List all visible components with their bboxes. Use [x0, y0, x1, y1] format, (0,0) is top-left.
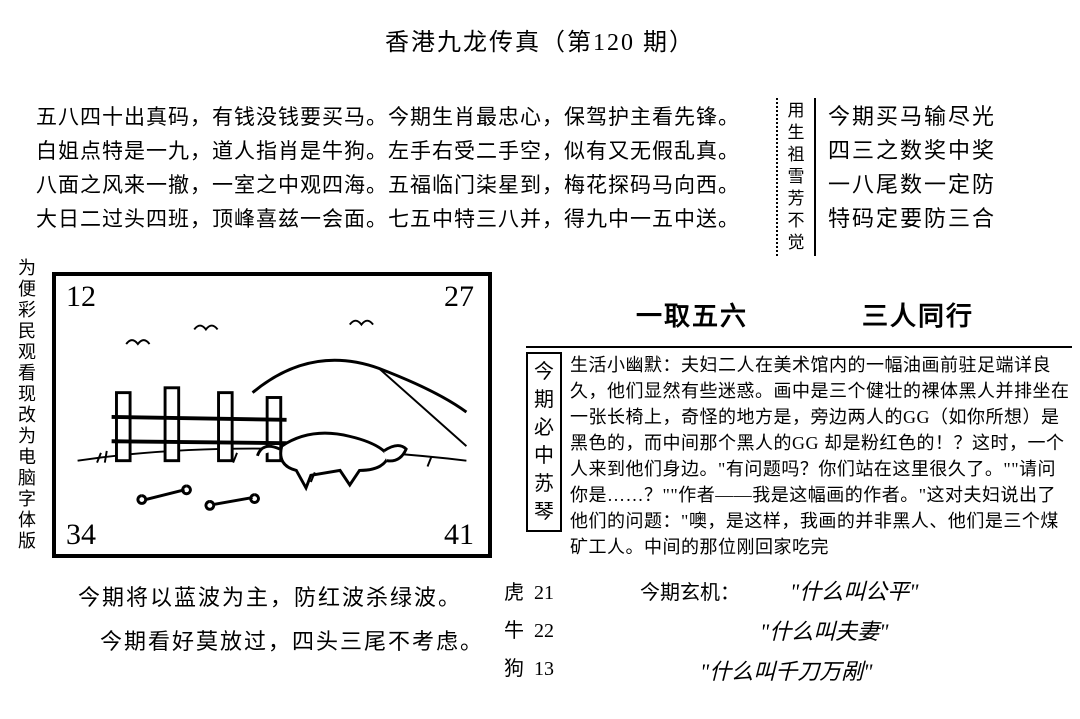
verse-line: 五八四十出真码，有钱没钱要买马。今期生肖最忠心，保驾护主看先锋。 — [36, 100, 756, 134]
xuanji-label: 今期玄机： — [640, 576, 740, 605]
quote-line: "什么叫公平" — [790, 574, 918, 606]
vert-char: 用 — [778, 100, 814, 122]
side-vertical-note: 为便彩民观看现改为电脑字体版 — [16, 258, 38, 552]
animal-name: 虎 — [504, 574, 534, 612]
subheading-a: 一取五六 — [636, 296, 748, 333]
vlabel-char: 今 — [528, 358, 560, 386]
vlabel-char: 中 — [528, 442, 560, 470]
verse-line: 今期看好莫放过，四头三尾不考虑。 — [78, 620, 484, 664]
animal-name: 狗 — [504, 650, 534, 688]
quote-line: "什么叫夫妻" — [760, 614, 888, 646]
story-vertical-label: 今 期 必 中 苏 琴 — [526, 352, 562, 532]
vlabel-char: 期 — [528, 386, 560, 414]
vert-char: 祖 — [778, 144, 814, 166]
verse-line: 今期将以蓝波为主，防红波杀绿波。 — [78, 576, 484, 620]
bottom-verses: 今期将以蓝波为主，防红波杀绿波。 今期看好莫放过，四头三尾不考虑。 — [78, 576, 484, 664]
vert-char: 雪 — [778, 166, 814, 188]
page-title: 香港九龙传真（第120 期） — [0, 0, 1080, 57]
top-left-verses: 五八四十出真码，有钱没钱要买马。今期生肖最忠心，保驾护主看先锋。 白姐点特是一九… — [36, 100, 756, 236]
corner-number-br: 41 — [444, 518, 474, 552]
corner-number-tr: 27 — [444, 280, 474, 314]
quote-line: "什么叫千刀万剐" — [700, 654, 872, 686]
animal-num: 22 — [534, 620, 554, 642]
corner-number-bl: 34 — [66, 518, 96, 552]
animal-row: 狗13 — [504, 650, 554, 688]
illustration-svg — [56, 276, 488, 554]
verse-line: 一八尾数一定防 — [828, 168, 996, 202]
verse-line: 八面之风来一撤，一室之中观四海。五福临门柒星到，梅花探码马向西。 — [36, 168, 756, 202]
vlabel-char: 必 — [528, 414, 560, 442]
verse-line: 今期买马输尽光 — [828, 100, 996, 134]
subheading-b: 三人同行 — [862, 296, 974, 333]
story-text: 生活小幽默：夫妇二人在美术馆内的一幅油画前驻足端详良久，他们显然有些迷惑。画中是… — [570, 352, 1072, 560]
vertical-column-label: 用 生 祖 雪 芳 不 觉 — [776, 98, 816, 256]
animal-num: 13 — [534, 658, 554, 680]
verse-line: 四三之数奖中奖 — [828, 134, 996, 168]
vert-char: 生 — [778, 122, 814, 144]
story-box: 今 期 必 中 苏 琴 生活小幽默：夫妇二人在美术馆内的一幅油画前驻足端详良久，… — [526, 346, 1072, 560]
vert-char: 芳 — [778, 188, 814, 210]
corner-number-tl: 12 — [66, 280, 96, 314]
vlabel-char: 琴 — [528, 498, 560, 526]
vert-char: 觉 — [778, 232, 814, 254]
animal-row: 虎21 — [504, 574, 554, 612]
vert-char: 不 — [778, 210, 814, 232]
top-right-verses: 今期买马输尽光 四三之数奖中奖 一八尾数一定防 特码定要防三合 — [828, 100, 996, 236]
animal-number-list: 虎21 牛22 狗13 — [504, 574, 554, 688]
verse-line: 特码定要防三合 — [828, 202, 996, 236]
verse-line: 大日二过头四班，顶峰喜兹一会面。七五中特三八并，得九中一五中送。 — [36, 202, 756, 236]
animal-row: 牛22 — [504, 612, 554, 650]
animal-num: 21 — [534, 582, 554, 604]
verse-line: 白姐点特是一九，道人指肖是牛狗。左手右受二手空，似有又无假乱真。 — [36, 134, 756, 168]
vlabel-char: 苏 — [528, 470, 560, 498]
animal-name: 牛 — [504, 612, 534, 650]
illustration-panel: 12 27 34 41 — [52, 272, 492, 558]
